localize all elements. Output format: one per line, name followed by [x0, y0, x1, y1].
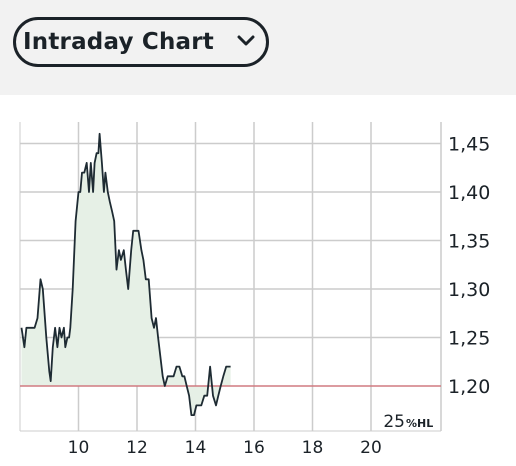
price-line	[20, 132, 231, 416]
x-tick-label: 20	[360, 438, 382, 458]
y-tick-label: 1,25	[448, 328, 490, 350]
chart-type-dropdown[interactable]: Intraday Chart	[13, 17, 269, 67]
chart-type-label: Intraday Chart	[23, 29, 214, 55]
header-band: Intraday Chart	[0, 0, 516, 95]
y-tick-label: 1,35	[448, 231, 490, 253]
y-tick-label: 1,40	[448, 182, 490, 204]
x-tick-label: 10	[68, 438, 90, 458]
chevron-down-icon	[237, 35, 255, 46]
x-tick-label: 16	[243, 438, 265, 458]
y-tick-label: 1,20	[448, 376, 490, 398]
footer-label-unit: %HL	[406, 417, 433, 430]
x-tick-label: 14	[185, 438, 207, 458]
intraday-chart: 10 12 14 16 18 20 1,45 1,40 1,35 1,30 1,25 1,20 25 %H…	[19, 122, 490, 458]
footer-label-number: 25	[383, 412, 405, 432]
y-tick-label: 1,30	[448, 279, 490, 301]
y-tick-label: 1,45	[448, 134, 490, 156]
x-tick-label: 18	[302, 438, 324, 458]
x-tick-label: 12	[126, 438, 148, 458]
